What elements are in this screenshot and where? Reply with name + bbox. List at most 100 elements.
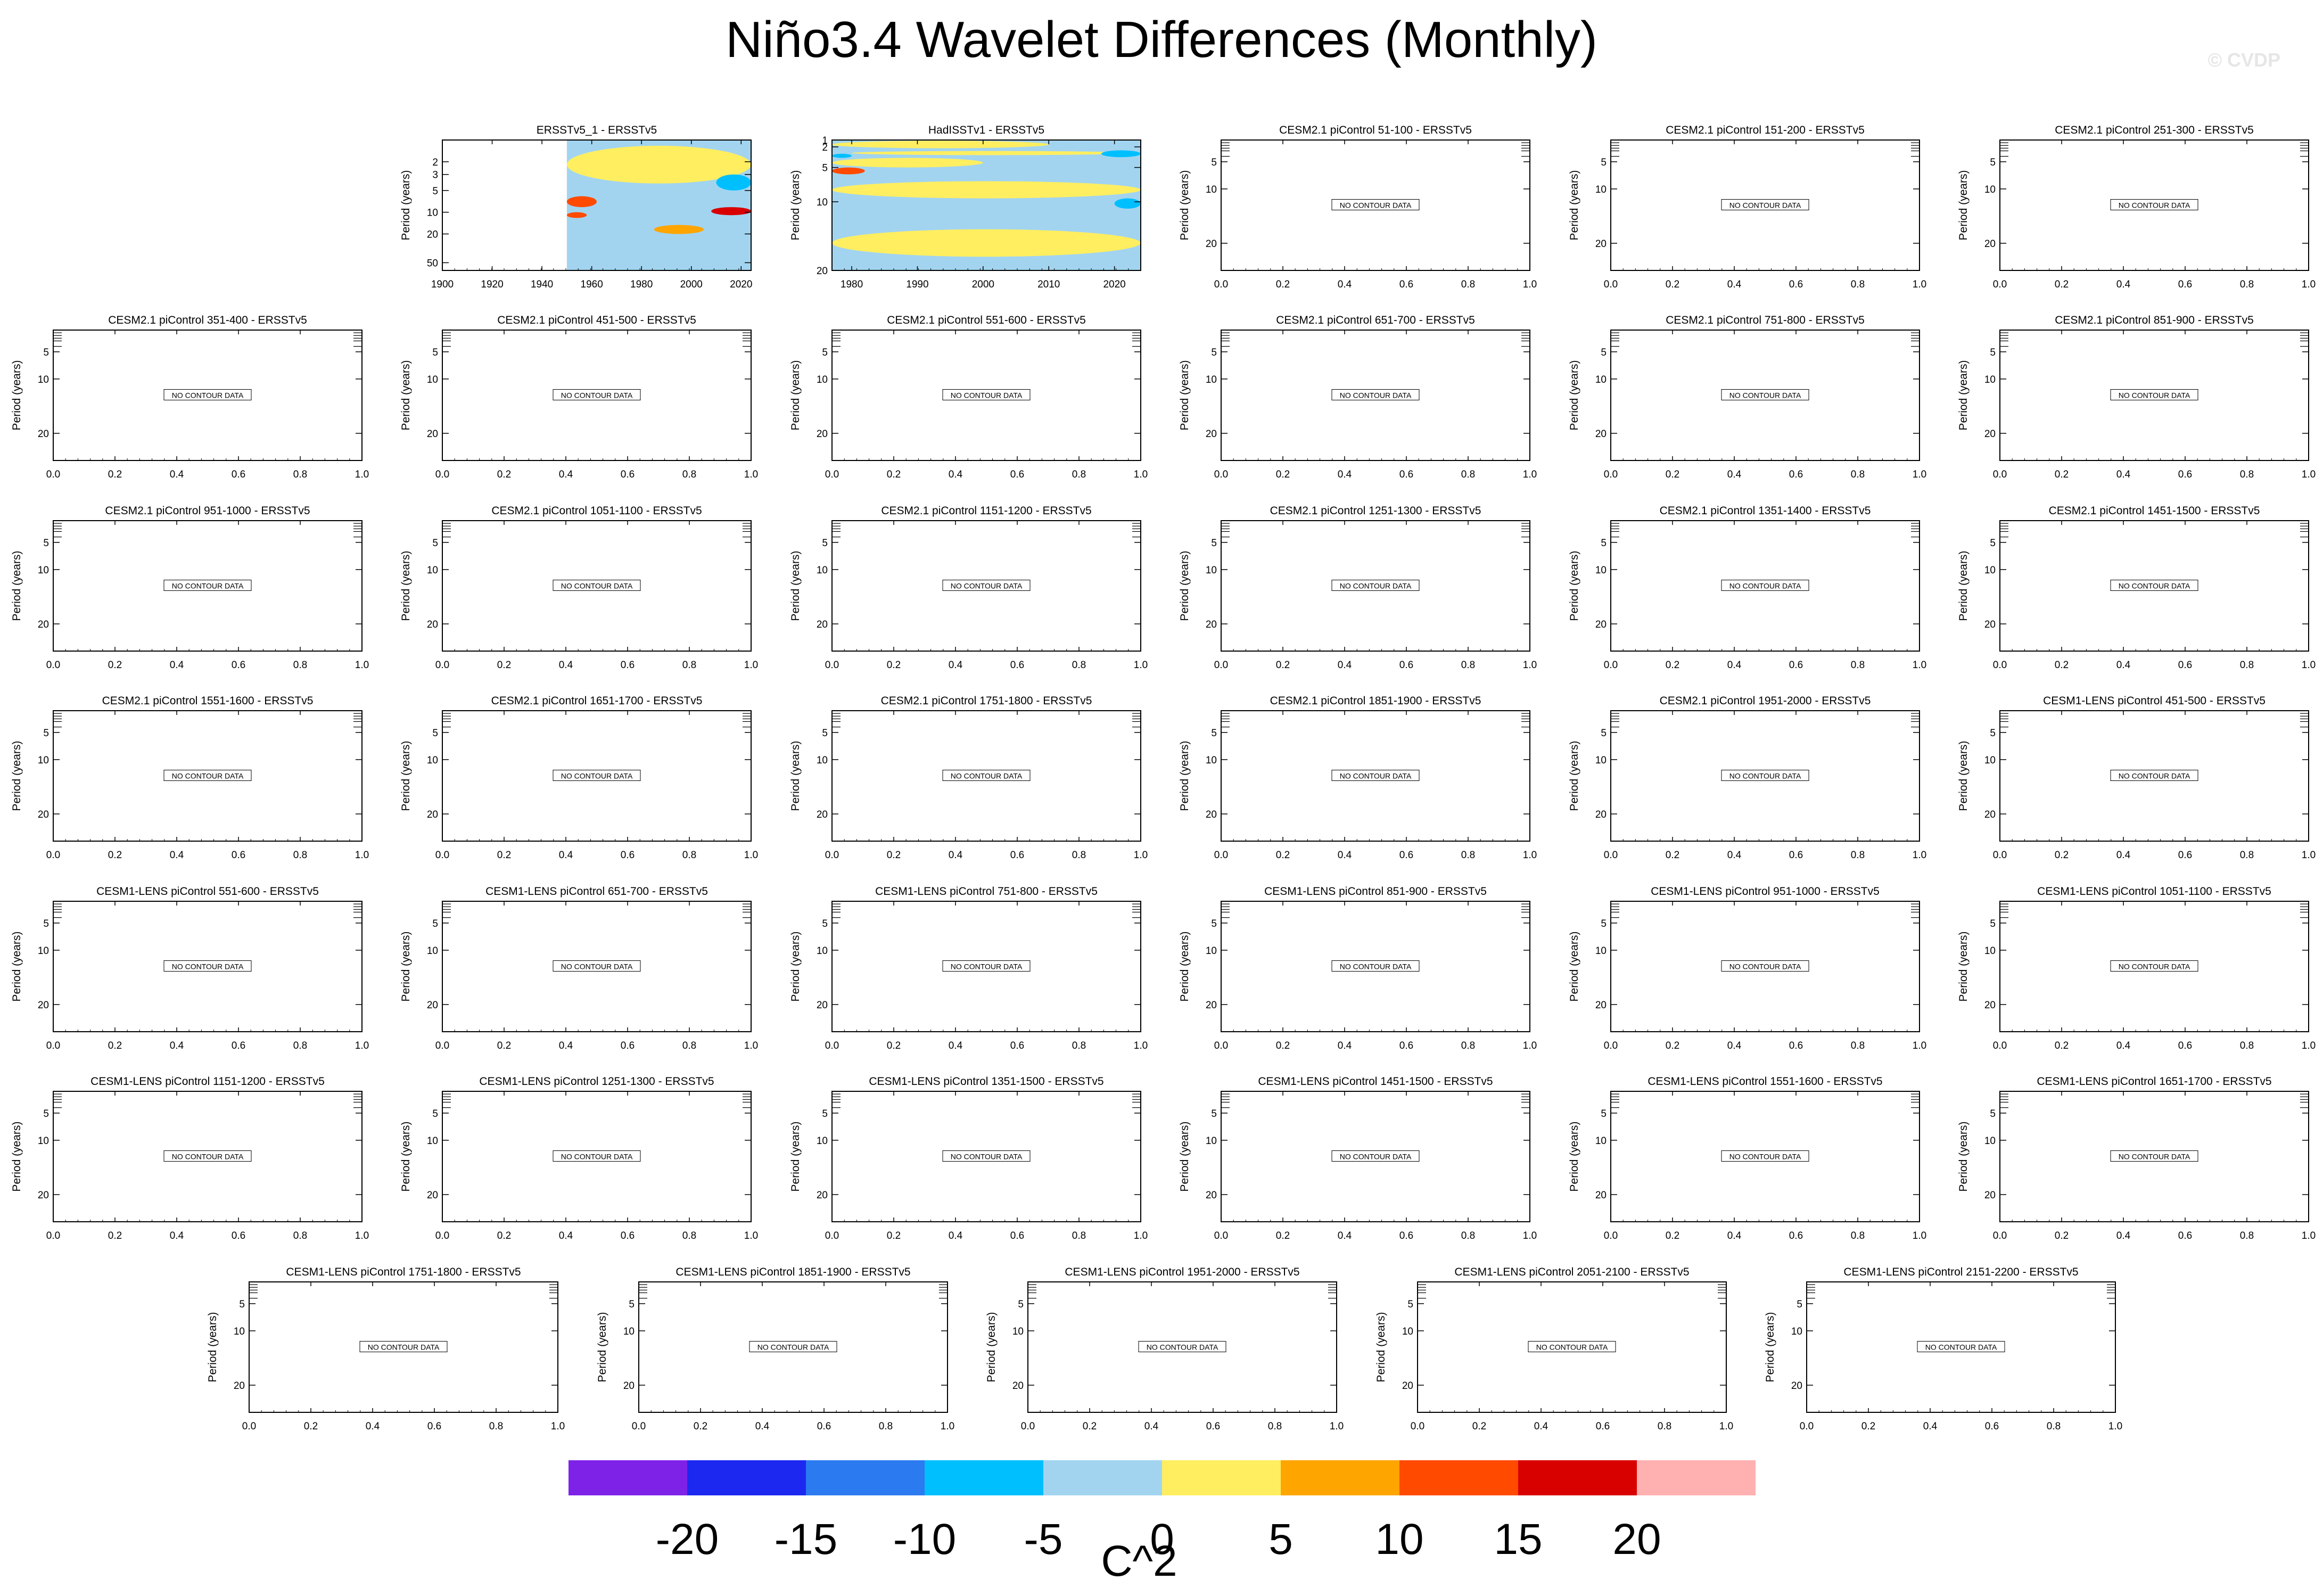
- x-tick-label: 0.6: [1399, 850, 1413, 861]
- no-data-box: [2110, 960, 2198, 972]
- y-tick-label: 10: [427, 374, 438, 385]
- x-tick-label: 0.6: [1596, 1421, 1610, 1432]
- panel-17: CESM2.1 piControl 1451-1500 - ERSSTv5 0.0…: [1947, 494, 2323, 673]
- y-tick-label: 5: [1211, 157, 1217, 168]
- panel-35: CESM1-LENS piControl 1651-1700 - ERSSTv5…: [1947, 1065, 2323, 1244]
- x-tick-label: 1.0: [1913, 469, 1926, 480]
- x-tick-label: 1.0: [1523, 660, 1537, 671]
- y-tick-label: 10: [1595, 755, 1607, 766]
- no-data-box: [2110, 389, 2198, 400]
- panel-40: CESM1-LENS piControl 2151-2200 - ERSSTv5…: [1753, 1255, 2145, 1434]
- x-tick-label: 0.8: [2240, 1040, 2254, 1051]
- panel-11: CESM2.1 piControl 851-900 - ERSSTv5 0.0 0.…: [1947, 303, 2323, 482]
- x-tick-label: 0.6: [1010, 469, 1024, 480]
- x-tick-label: 0.6: [1010, 1230, 1024, 1241]
- y-tick-label: 20: [1206, 429, 1217, 440]
- plot-frame: [1221, 901, 1530, 1032]
- y-tick-label: 20: [1984, 809, 1996, 820]
- no-data-text: NO CONTOUR DATA: [1340, 391, 1412, 400]
- panel-svg: CESM2.1 piControl 651-700 - ERSSTv5 0.0 0.…: [1179, 314, 1537, 480]
- y-tick-label: 5: [239, 1299, 245, 1310]
- no-data-box: [163, 960, 252, 972]
- y-tick-label: 5: [1601, 1108, 1607, 1120]
- panel-10: CESM2.1 piControl 751-800 - ERSSTv5 0.0 0.…: [1558, 303, 1949, 482]
- plot-frame: [1221, 1091, 1530, 1222]
- y-axis-label: Period (years): [596, 1312, 608, 1383]
- x-tick-label: 1960: [581, 279, 603, 290]
- no-data-text: NO CONTOUR DATA: [1536, 1343, 1608, 1352]
- plot-frame: [831, 520, 1141, 652]
- panel-svg: CESM2.1 piControl 1451-1500 - ERSSTv5 0.0…: [1957, 505, 2316, 671]
- x-tick-label: 0.6: [621, 469, 635, 480]
- colorbar-boxes: [569, 1460, 1756, 1495]
- x-tick-label: 0.2: [497, 850, 511, 861]
- x-tick-label: 0.6: [1399, 1230, 1413, 1241]
- no-data-text: NO CONTOUR DATA: [561, 962, 633, 971]
- y-axis-label: Period (years): [1764, 1312, 1776, 1383]
- y-tick-label: 5: [1211, 1108, 1217, 1120]
- no-data-box: [1917, 1341, 2005, 1352]
- y-tick-label: 5: [43, 1108, 49, 1120]
- y-axis-label: Period (years): [11, 551, 23, 621]
- x-tick-label: 0.4: [949, 1230, 963, 1241]
- plot-frame: [1610, 139, 1920, 271]
- y-tick-label: 5: [1601, 157, 1607, 168]
- y-tick-label: 5: [1990, 1108, 1996, 1120]
- y-tick-label: 20: [1206, 619, 1217, 630]
- x-tick-label: 1.0: [1913, 1040, 1926, 1051]
- y-tick-label: 5: [822, 918, 828, 929]
- x-tick-label: 0.2: [1666, 1040, 1679, 1051]
- x-tick-label: 0.0: [632, 1421, 646, 1432]
- x-tick-label: 0.4: [949, 660, 963, 671]
- contour-band: [566, 183, 592, 196]
- panel-16: CESM2.1 piControl 1351-1400 - ERSSTv5 0.0…: [1558, 494, 1949, 673]
- contour-band: [1114, 198, 1141, 209]
- y-tick-label: 10: [1984, 184, 1996, 195]
- colorbar-box: [569, 1460, 687, 1495]
- no-data-box: [1331, 1150, 1420, 1162]
- no-data-box: [553, 580, 641, 591]
- no-data-text: NO CONTOUR DATA: [951, 962, 1023, 971]
- colorbar-units: C^2: [1101, 1537, 1177, 1585]
- x-tick-label: 0.4: [1727, 1230, 1742, 1241]
- x-tick-label: 0.4: [559, 850, 573, 861]
- x-tick-label: 0.2: [108, 850, 122, 861]
- y-axis-label: Period (years): [1957, 170, 1970, 241]
- x-tick-label: 0.0: [1800, 1421, 1814, 1432]
- x-tick-label: 0.0: [1214, 279, 1228, 290]
- y-axis-label: Period (years): [789, 932, 802, 1002]
- y-tick-label: 10: [427, 1136, 438, 1147]
- x-tick-label: 1900: [431, 279, 454, 290]
- colorbar-box: [1162, 1460, 1281, 1495]
- panel-title: CESM2.1 piControl 851-900 - ERSSTv5: [2055, 314, 2254, 326]
- x-tick-label: 1.0: [2302, 660, 2316, 671]
- panel-title: CESM2.1 piControl 351-400 - ERSSTv5: [108, 314, 307, 326]
- colorbar-label: -20: [656, 1515, 719, 1564]
- x-tick-label: 0.0: [1021, 1421, 1035, 1432]
- x-tick-label: 1.0: [2302, 1040, 2316, 1051]
- x-tick-label: 1.0: [1913, 850, 1926, 861]
- x-tick-label: 1.0: [1523, 469, 1537, 480]
- x-tick-label: 0.6: [1399, 279, 1413, 290]
- no-data-text: NO CONTOUR DATA: [1340, 201, 1412, 210]
- x-tick-label: 1.0: [744, 850, 758, 861]
- no-data-box: [942, 1150, 1031, 1162]
- panel-6: CESM2.1 piControl 351-400 - ERSSTv5 0.0 0.…: [0, 303, 391, 482]
- panel-19: CESM2.1 piControl 1651-1700 - ERSSTv5 0.0…: [389, 684, 780, 863]
- x-tick-label: 1980: [841, 279, 863, 290]
- x-tick-label: 1.0: [744, 660, 758, 671]
- x-tick-label: 0.6: [232, 469, 245, 480]
- panel-title: CESM1-LENS piControl 951-1000 - ERSSTv5: [1651, 885, 1880, 898]
- y-axis-label: Period (years): [1179, 1122, 1191, 1192]
- x-tick-label: 0.8: [2240, 469, 2254, 480]
- x-tick-label: 1.0: [1523, 1040, 1537, 1051]
- y-tick-label: 20: [38, 429, 49, 440]
- panel-svg: CESM1-LENS piControl 1951-2000 - ERSSTv5…: [985, 1266, 1344, 1432]
- x-tick-label: 0.0: [435, 1040, 449, 1051]
- panel-svg: CESM2.1 piControl 51-100 - ERSSTv5 0.0 0.2…: [1179, 124, 1537, 290]
- x-tick-label: 0.4: [949, 850, 963, 861]
- x-tick-label: 0.6: [621, 660, 635, 671]
- x-tick-label: 0.4: [170, 469, 184, 480]
- x-tick-label: 0.0: [825, 660, 839, 671]
- y-tick-label: 5: [1211, 347, 1217, 358]
